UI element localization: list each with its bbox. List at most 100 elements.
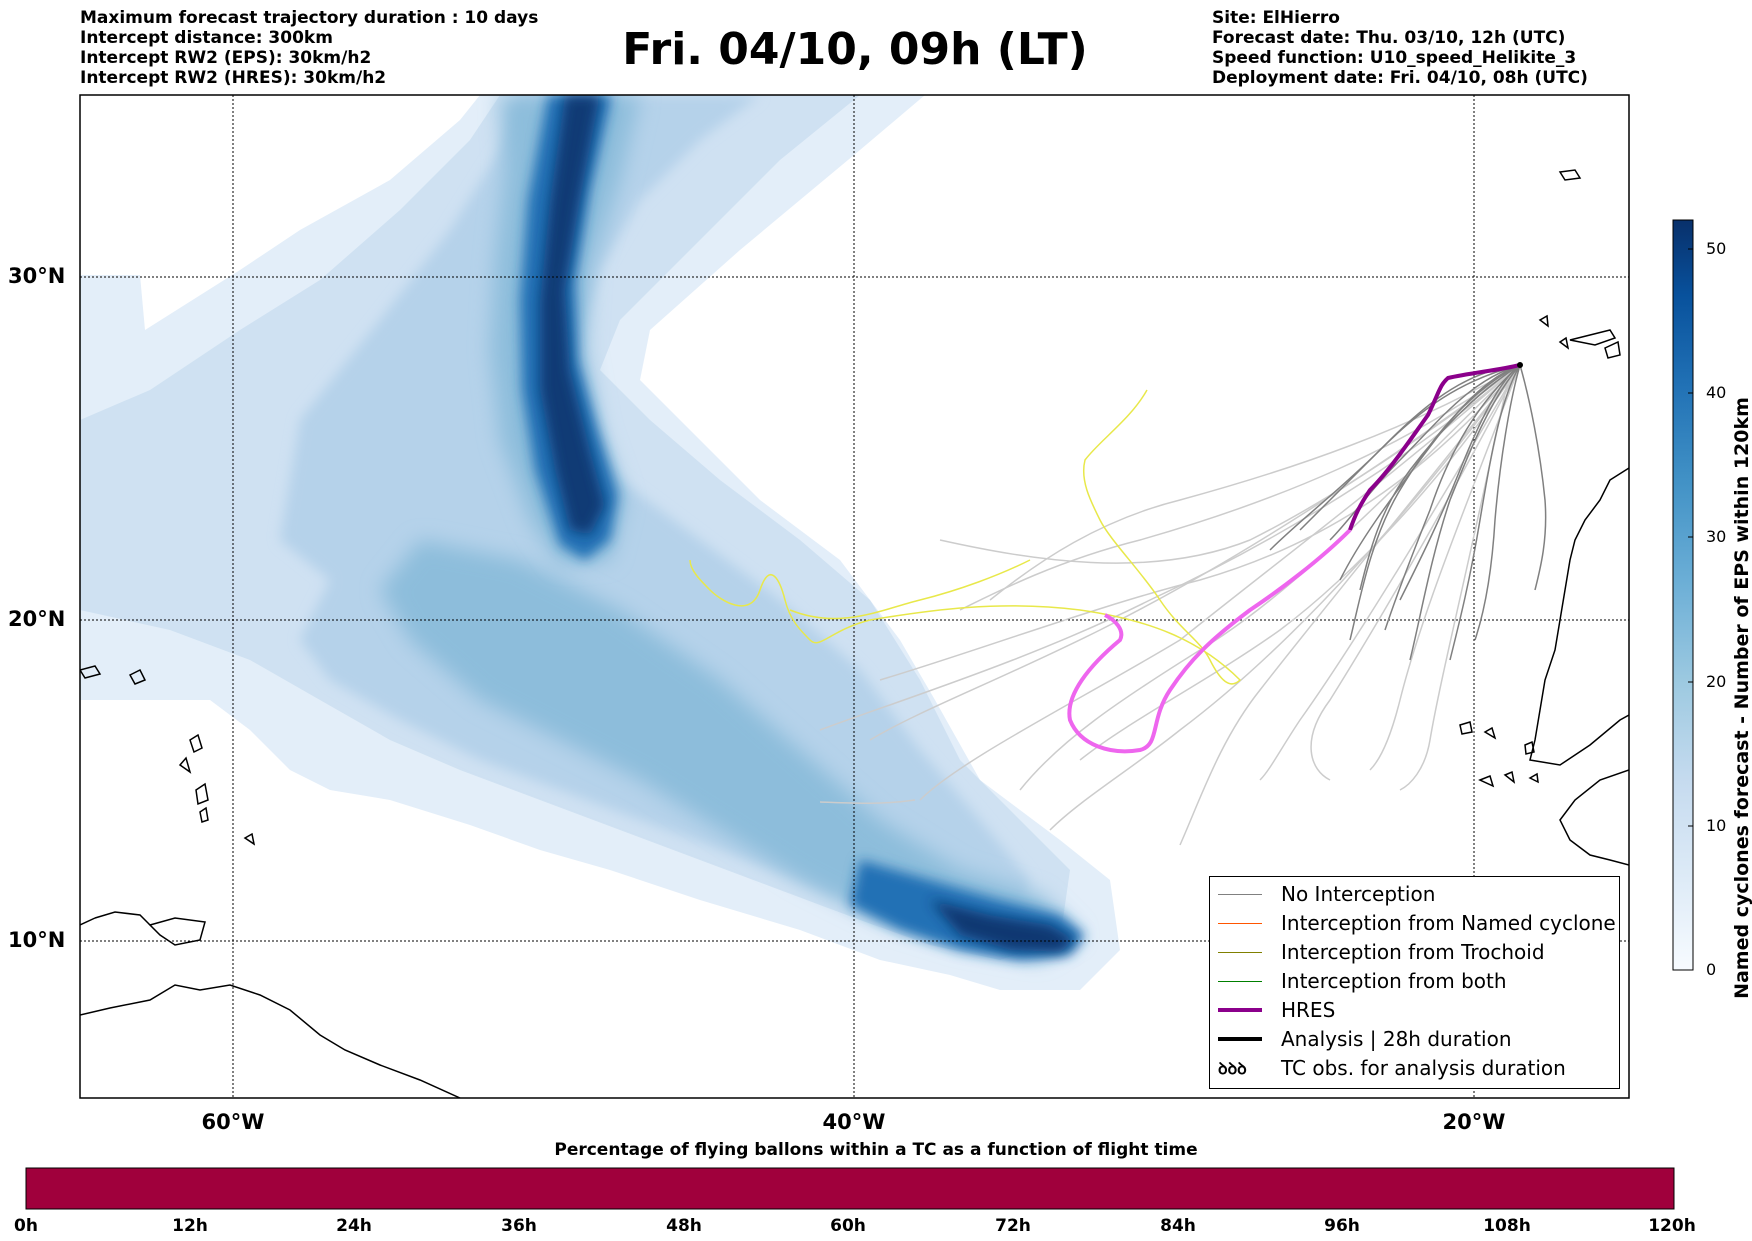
legend-swatch [1218, 1037, 1262, 1041]
trajectory-dark [1399, 364, 1521, 601]
time-label: 108h [1483, 1216, 1531, 1236]
coast-madeira [1558, 169, 1582, 181]
coast-canary-3 [1538, 314, 1549, 328]
trajectory-light [869, 364, 1521, 741]
forecast-date: Forecast date: Thu. 03/10, 12h (UTC) [1212, 28, 1566, 48]
legend-item-tc-obs: ꝺꝺꝺ TC obs. for analysis duration [1218, 1056, 1566, 1080]
trajectory-light [1369, 364, 1521, 771]
legend-item-analysis: Analysis | 28h duration [1218, 1027, 1512, 1051]
tc-symbol-icon: ꝺꝺꝺ [1218, 1059, 1247, 1078]
colorbar-tick: 10 [1706, 816, 1727, 835]
param-max-duration: Maximum forecast trajectory duration : 1… [80, 8, 539, 28]
trajectory-light [1019, 364, 1521, 791]
density-band-south [380, 540, 1080, 960]
colorbar-tick: 50 [1706, 239, 1727, 258]
time-label: 0h [14, 1216, 38, 1236]
legend-label: Interception from both [1281, 969, 1507, 993]
trajectory-light [819, 364, 1521, 731]
trajectory-light [1310, 364, 1521, 781]
trajectory-light [819, 799, 916, 804]
trajectory-light [1079, 364, 1521, 761]
page-title: Fri. 04/10, 09h (LT) [622, 24, 1088, 75]
hres-trajectory-fringe [1067, 528, 1352, 754]
coast-cape-verde-1 [1459, 721, 1473, 735]
trajectory-dark [1519, 364, 1547, 591]
trajectory-dark [1384, 364, 1521, 631]
flight-time-bar-fill [25, 1167, 1675, 1210]
density-peak-south [930, 900, 1075, 952]
coast-island-6 [80, 665, 102, 679]
trajectory-dark [1329, 364, 1521, 541]
legend-swatch [1218, 1008, 1262, 1012]
legend-label: TC obs. for analysis duration [1281, 1056, 1566, 1080]
legend-item-trochoid: Interception from Trochoid [1218, 940, 1545, 964]
trajectory-light [1049, 364, 1521, 831]
coast-island-1 [189, 733, 203, 754]
legend-label: No Interception [1281, 882, 1436, 906]
yellow-trajectory [689, 389, 1242, 685]
coast-cape-verde-3 [1524, 740, 1535, 755]
time-label: 36h [501, 1216, 537, 1236]
coast-africa [1529, 467, 1629, 766]
flight-time-bar [25, 1167, 1675, 1210]
lon-label-40w: 40°W [822, 1110, 886, 1134]
density-peak-north [540, 95, 605, 535]
legend-label: Interception from Trochoid [1281, 940, 1545, 964]
trajectory-light [1179, 364, 1521, 846]
coast-south-america [80, 984, 461, 1098]
deployment-date: Deployment date: Fri. 04/10, 08h (UTC) [1212, 68, 1588, 88]
lon-label-20w: 20°W [1442, 1110, 1506, 1134]
time-label: 12h [172, 1216, 208, 1236]
legend-label: HRES [1281, 998, 1336, 1022]
legend-label: Interception from Named cyclone [1281, 911, 1616, 935]
legend-swatch [1218, 922, 1262, 924]
coast-canary-4 [1558, 336, 1570, 350]
time-label: 60h [830, 1216, 866, 1236]
colorbar-tick: 40 [1706, 383, 1727, 402]
lat-label-30n: 30°N [8, 264, 66, 288]
colorbar-tick: 0 [1706, 960, 1717, 979]
time-label: 84h [1160, 1216, 1196, 1236]
map-legend: No Interception Interception from Named … [1209, 876, 1620, 1089]
legend-item-named-cyclone: Interception from Named cyclone [1218, 911, 1616, 935]
legend-swatch [1218, 951, 1262, 953]
trajectory-dark [1269, 364, 1521, 551]
param-rw2-eps: Intercept RW2 (EPS): 30km/h2 [80, 48, 372, 68]
trajectory-dark [1349, 364, 1521, 641]
site-info: Site: ElHierro Forecast date: Thu. 03/10… [1212, 8, 1588, 88]
time-label: 48h [666, 1216, 702, 1236]
coast-island-5 [128, 668, 147, 685]
coast-canary-1 [1569, 329, 1617, 346]
colorbar [1672, 219, 1694, 971]
map-frame [79, 94, 1630, 1099]
coast-caribbean-south [80, 911, 151, 926]
trajectory-dark [1474, 364, 1521, 641]
trajectory-light [879, 364, 1521, 681]
param-rw2-hres: Intercept RW2 (HRES): 30km/h2 [80, 68, 387, 88]
trajectory-dark [1409, 364, 1521, 661]
legend-swatch [1218, 893, 1262, 895]
legend-label: Analysis | 28h duration [1281, 1027, 1512, 1051]
eps-trajectories-dark [1269, 364, 1547, 661]
colorbar-tick: 30 [1706, 527, 1727, 546]
colorbar-gradient [1672, 219, 1694, 971]
coast-island-2 [195, 782, 209, 806]
map-grid [80, 95, 1629, 1098]
coast-trinidad [148, 917, 206, 946]
lat-label-20n: 20°N [8, 607, 66, 631]
coast-island-7 [243, 832, 256, 846]
lat-label-10n: 10°N [8, 928, 66, 952]
param-intercept-distance: Intercept distance: 300km [80, 28, 333, 48]
trajectory-light [919, 364, 1521, 801]
legend-item-both: Interception from both [1218, 969, 1507, 993]
coast-africa-south [1559, 769, 1629, 866]
deployment-site-marker [1517, 362, 1523, 368]
speed-function: Speed function: U10_speed_Helikite_3 [1212, 48, 1577, 68]
site-name: Site: ElHierro [1212, 8, 1340, 28]
time-label: 72h [995, 1216, 1031, 1236]
time-label: 24h [336, 1216, 372, 1236]
hres-trajectory [1348, 363, 1521, 531]
time-label: 120h [1648, 1216, 1696, 1236]
coast-cape-verde-2 [1483, 726, 1497, 740]
